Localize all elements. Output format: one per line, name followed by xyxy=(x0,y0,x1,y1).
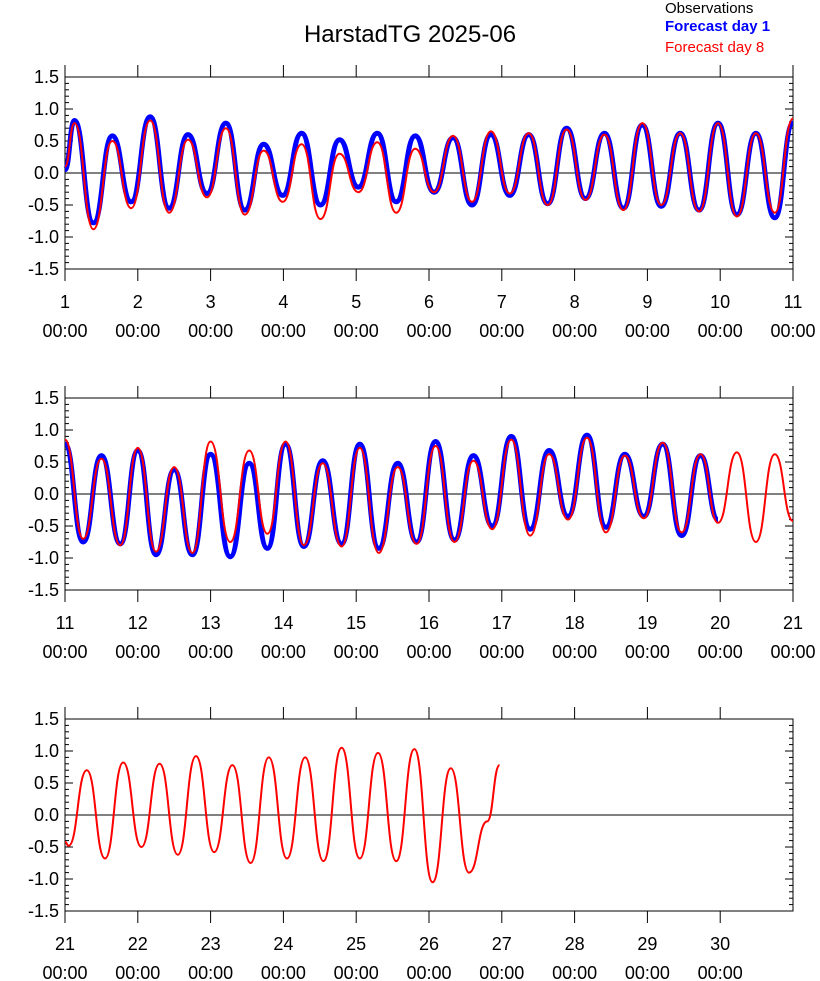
y-tick-label: 0.0 xyxy=(34,163,59,183)
panel-3: 1.5 1.0 0.5 0.0 -0.5 -1.0 -1.5 21 00:00 22 00:00 23… xyxy=(28,707,794,981)
x-tick-label-time: 00:00 xyxy=(479,321,524,341)
y-tick-label: 1.0 xyxy=(34,741,59,761)
y-tick-label: 0.5 xyxy=(34,452,59,472)
x-tick-label-time: 00:00 xyxy=(698,321,743,341)
y-tick-label: -1.0 xyxy=(28,869,59,889)
x-tick-label-time: 00:00 xyxy=(115,963,160,981)
x-tick-label-time: 00:00 xyxy=(42,963,87,981)
x-tick-label-day: 15 xyxy=(346,613,366,633)
y-tick-label: -1.5 xyxy=(28,901,59,921)
x-tick-label-day: 10 xyxy=(710,292,730,312)
x-tick-label-day: 13 xyxy=(201,613,221,633)
x-tick-label-time: 00:00 xyxy=(334,321,379,341)
x-tick-label-day: 27 xyxy=(492,934,512,954)
x-tick-label-day: 12 xyxy=(128,613,148,633)
x-tick-label-day: 22 xyxy=(128,934,148,954)
x-tick-label-time: 00:00 xyxy=(625,963,670,981)
x-tick-label-day: 25 xyxy=(346,934,366,954)
x-tick-label-time: 00:00 xyxy=(698,963,743,981)
x-tick-label-time: 00:00 xyxy=(770,321,815,341)
x-tick-label-time: 00:00 xyxy=(625,642,670,662)
y-tick-label: 0.5 xyxy=(34,773,59,793)
x-tick-label-time: 00:00 xyxy=(552,321,597,341)
x-tick-label-time: 00:00 xyxy=(770,642,815,662)
x-tick-label-time: 00:00 xyxy=(406,963,451,981)
x-tick-label-time: 00:00 xyxy=(188,963,233,981)
x-tick-label-time: 00:00 xyxy=(552,642,597,662)
y-tick-label: -1.0 xyxy=(28,548,59,568)
x-tick-label-day: 24 xyxy=(273,934,293,954)
y-tick-label: -1.5 xyxy=(28,259,59,279)
x-tick-label-time: 00:00 xyxy=(334,642,379,662)
x-tick-label-day: 30 xyxy=(710,934,730,954)
x-tick-label-day: 1 xyxy=(60,292,70,312)
x-tick-label-day: 23 xyxy=(201,934,221,954)
x-tick-label-day: 16 xyxy=(419,613,439,633)
x-tick-label-time: 00:00 xyxy=(406,321,451,341)
x-tick-label-time: 00:00 xyxy=(406,642,451,662)
x-tick-label-time: 00:00 xyxy=(115,642,160,662)
series-forecast-day-8-line xyxy=(64,117,794,231)
x-tick-label-time: 00:00 xyxy=(42,642,87,662)
y-tick-label: 1.0 xyxy=(34,99,59,119)
legend: Observations Forecast day 1 Forecast day… xyxy=(665,0,770,56)
y-tick-label: 1.5 xyxy=(34,709,59,729)
x-tick-label-time: 00:00 xyxy=(188,642,233,662)
y-tick-label: 0.0 xyxy=(34,484,59,504)
legend-entry-observations: Observations xyxy=(665,0,753,17)
x-tick-label-time: 00:00 xyxy=(625,321,670,341)
y-tick-label: 0.0 xyxy=(34,805,59,825)
x-tick-label-day: 7 xyxy=(497,292,507,312)
x-tick-label-time: 00:00 xyxy=(42,321,87,341)
x-tick-label-day: 11 xyxy=(784,292,803,312)
x-tick-label-time: 00:00 xyxy=(261,642,306,662)
x-tick-label-day: 4 xyxy=(278,292,288,312)
x-tick-label-day: 3 xyxy=(206,292,216,312)
y-tick-label: -1.0 xyxy=(28,227,59,247)
y-tick-label: 1.0 xyxy=(34,420,59,440)
y-tick-label: -0.5 xyxy=(28,195,59,215)
y-tick-label: -0.5 xyxy=(28,837,59,857)
x-tick-label-day: 14 xyxy=(273,613,293,633)
chart-title: HarstadTG 2025-06 xyxy=(304,21,516,48)
series-forecast-day-8-line xyxy=(64,436,794,554)
x-tick-label-time: 00:00 xyxy=(479,642,524,662)
x-tick-label-time: 00:00 xyxy=(115,321,160,341)
x-tick-label-time: 00:00 xyxy=(334,963,379,981)
x-tick-label-time: 00:00 xyxy=(261,321,306,341)
x-tick-label-day: 6 xyxy=(424,292,434,312)
x-tick-label-time: 00:00 xyxy=(188,321,233,341)
panel-2: 1.5 1.0 0.5 0.0 -0.5 -1.0 -1.5 11 00:00 12 00:00 13… xyxy=(28,386,816,662)
x-tick-label-day: 9 xyxy=(642,292,652,312)
legend-entry-forecast-day-8: Forecast day 8 xyxy=(665,39,764,56)
x-tick-label-day: 11 xyxy=(56,613,75,633)
x-tick-label-day: 5 xyxy=(351,292,361,312)
x-tick-label-day: 2 xyxy=(133,292,143,312)
y-tick-label: 1.5 xyxy=(34,67,59,87)
x-tick-label-day: 8 xyxy=(570,292,580,312)
x-tick-label-day: 26 xyxy=(419,934,439,954)
legend-entry-forecast-day-1: Forecast day 1 xyxy=(665,18,770,35)
x-tick-label-time: 00:00 xyxy=(552,963,597,981)
y-tick-label: 0.5 xyxy=(34,131,59,151)
x-tick-label-time: 00:00 xyxy=(479,963,524,981)
x-tick-label-day: 19 xyxy=(637,613,657,633)
y-tick-label: -1.5 xyxy=(28,580,59,600)
y-tick-label: 1.5 xyxy=(34,388,59,408)
series-forecast-day-1-line xyxy=(62,432,721,560)
x-tick-label-time: 00:00 xyxy=(261,963,306,981)
x-tick-label-day: 29 xyxy=(637,934,657,954)
panel-1: 1.5 1.0 0.5 0.0 -0.5 -1.0 -1.51 00:00 2 00:00 3 00:… xyxy=(28,65,816,341)
x-tick-label-time: 00:00 xyxy=(698,642,743,662)
x-tick-label-day: 17 xyxy=(492,613,512,633)
x-tick-label-day: 28 xyxy=(565,934,585,954)
x-tick-label-day: 18 xyxy=(565,613,585,633)
x-tick-label-day: 20 xyxy=(710,613,730,633)
series-forecast-day-8-line xyxy=(64,746,501,884)
x-tick-label-day: 21 xyxy=(55,934,75,954)
y-tick-label: -0.5 xyxy=(28,516,59,536)
x-tick-label-day: 21 xyxy=(783,613,803,633)
